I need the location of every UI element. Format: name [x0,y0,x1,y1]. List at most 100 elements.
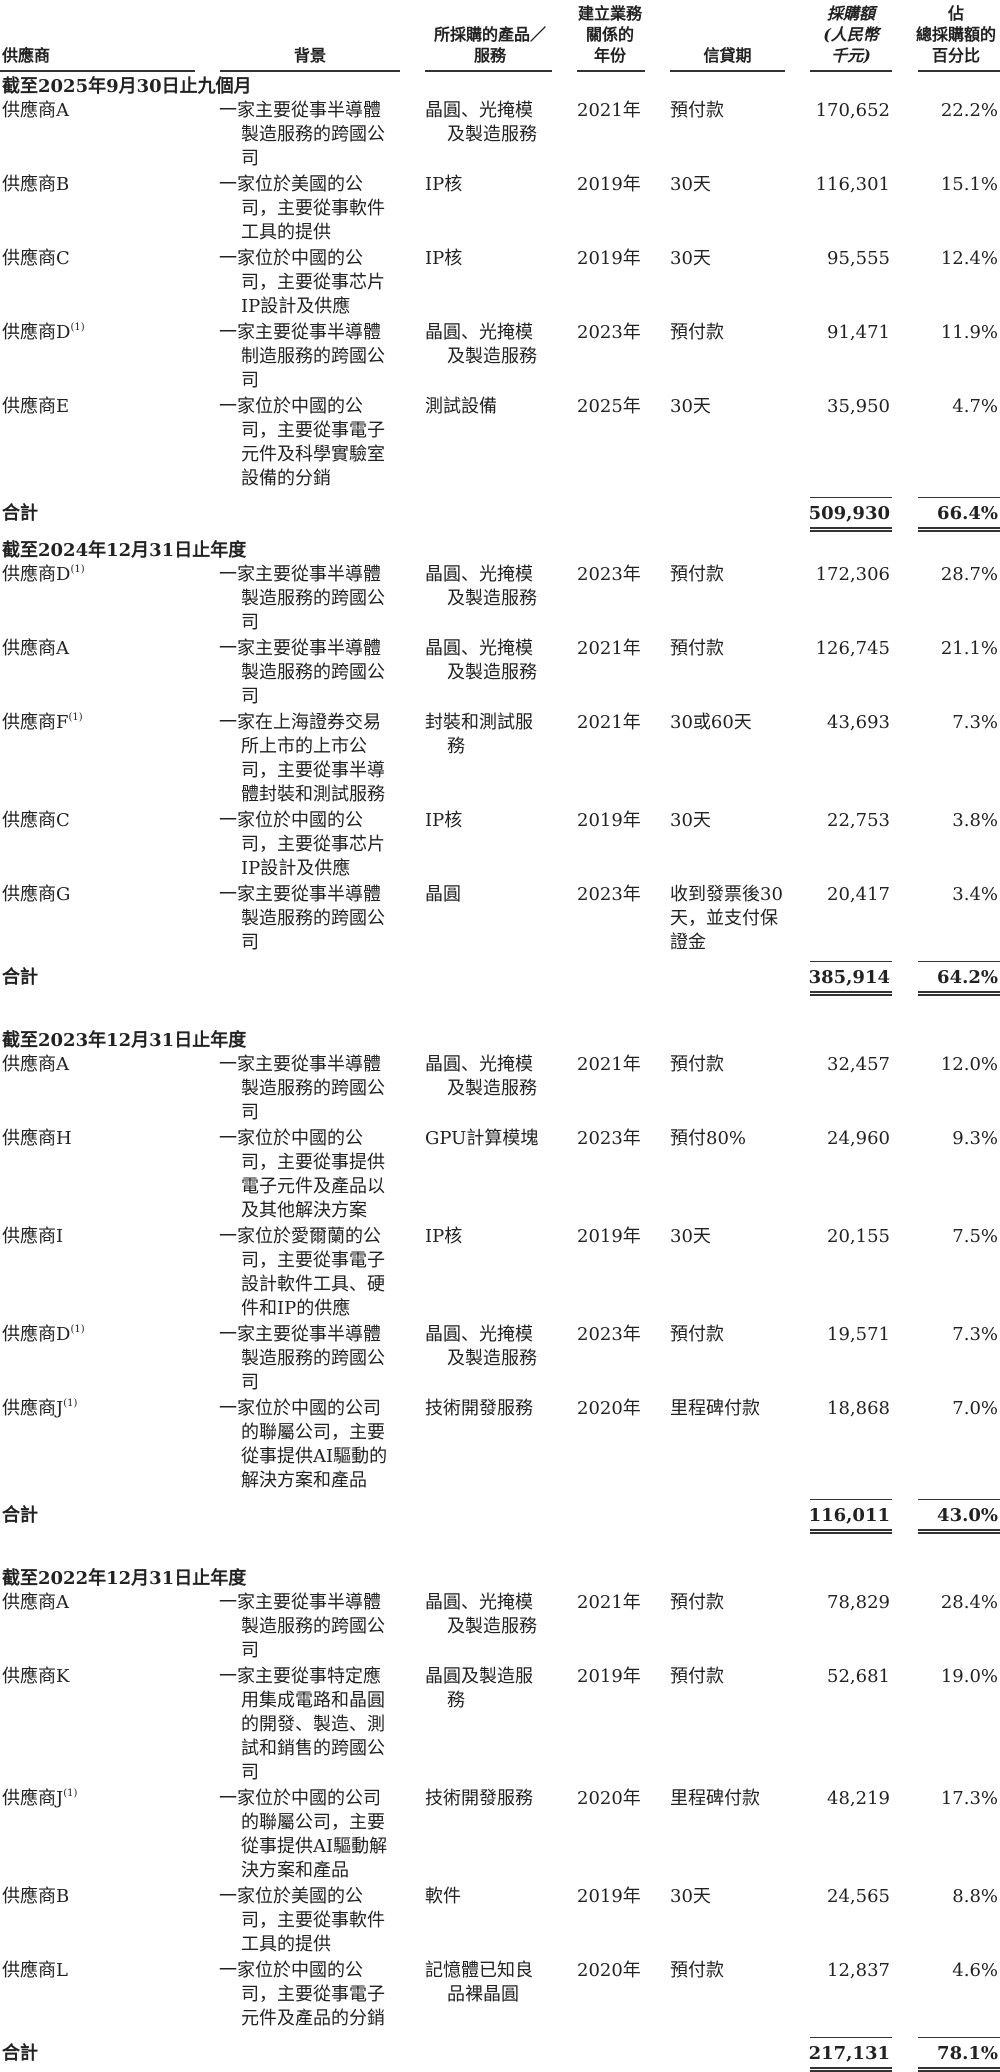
amount-cell: 24,960 [827,1128,890,1149]
background-line: 司，主要從事芯片 [241,272,385,293]
products-cell: 封裝和測試服務 [425,711,570,759]
credit-period-cell: 預付款 [670,637,800,661]
supplier-name: 供應商D(1) [2,321,85,345]
background-cell: 一家位於中國的公 司，主要從事電子 元件及產品的分銷 [219,1959,409,2031]
percentage-cell: 7.5% [952,1226,998,1247]
products-line: 技術開發服務 [425,1398,533,1419]
supplier-name: 供應商A [2,637,69,661]
header-credit: 信貸期 [670,45,785,66]
credit-line: 30天 [670,810,711,831]
amount-cell: 126,745 [815,638,890,659]
total-amount: 116,011 [808,1505,890,1526]
table-row: 供應商J(1) 一家位於中國的公司 的聯屬公司，主要 從事提供AI驅動解 決方案和產品技… [0,1787,1000,1885]
products-cell: 晶圓、光掩模 及製造服務 [425,1323,570,1371]
supplier-label: 供應商K [2,1666,70,1687]
products-cell: 晶圓、光掩模 及製造服務 [425,637,570,685]
supplier-label: 供應商J [2,1398,64,1419]
year-cell: 2021年 [577,638,641,659]
background-line: 元件及產品的分銷 [241,2008,385,2029]
products-line: 晶圓、光掩模 [425,564,533,585]
products-line: 晶圓、光掩模 [425,1324,533,1345]
header-year: 建立業務 關係的 年份 [572,3,648,66]
credit-period-cell: 預付款 [670,1665,800,1689]
supplier-name: 供應商K [2,1665,69,1689]
products-cell: IP核 [425,809,570,833]
supplier-label: 供應商A [2,1592,69,1613]
credit-period-cell: 預付款 [670,1959,800,1983]
products-line: 晶圓 [425,884,461,905]
header-line: 建立業務 [577,4,642,23]
credit-line: 預付款 [670,1324,724,1345]
total-label: 合計 [2,503,38,524]
products-line: 測試設備 [425,396,497,417]
table-row: 供應商I 一家位於愛爾蘭的公 司，主要從事電子 設計軟件工具、硬 件和IP的供應 IP核 2… [0,1225,1000,1323]
total-row: 合計 385,914 64.2% [0,961,1000,996]
supplier-name: 供應商C [2,809,70,833]
total-percentage: 64.2% [937,967,998,988]
supplier-name: 供應商C [2,247,70,271]
credit-line: 里程碑付款 [670,1788,760,1809]
amount-cell: 35,950 [827,396,890,417]
products-line: 及製造服務 [447,662,537,683]
background-line: 一家位於中國的公 [219,396,363,417]
year-cell: 2019年 [577,248,641,269]
background-line: 司 [241,686,259,707]
background-line: 一家主要從事半導體 [219,100,381,121]
header-line: 採購額 [826,4,875,23]
section-title: 截至2025年9月30日止九個月 [2,76,252,97]
header-rule [220,70,400,72]
background-line: 一家主要從事半導體 [219,884,381,905]
background-line: 一家主要從事特定應 [219,1666,381,1687]
background-line: 電子元件及產品以 [241,1176,385,1197]
credit-period-cell: 預付款 [670,1053,800,1077]
year-cell: 2020年 [577,1398,641,1419]
products-cell: 測試設備 [425,395,570,419]
background-line: 一家位於美國的公 [219,1886,363,1907]
total-percentage: 66.4% [937,503,998,524]
products-line: 技術開發服務 [425,1788,533,1809]
products-line: 晶圓及製造服 [425,1666,533,1687]
amount-cell: 43,693 [827,712,890,733]
percentage-cell: 8.8% [952,1886,998,1907]
supplier-label: 供應商D [2,1324,71,1345]
credit-line: 預付80% [670,1128,747,1149]
table-row: 供應商C 一家位於中國的公 司，主要從事芯片 IP設計及供應 IP核 2019年 30天 95… [0,247,1000,321]
products-line: 及製造服務 [447,1616,537,1637]
supplier-name: 供應商E [2,395,69,419]
background-line: 解決方案和產品 [241,1470,367,1491]
total-rule-top [810,2037,892,2038]
background-line: 司 [241,1640,259,1661]
products-cell: 晶圓 [425,883,570,907]
supplier-label: 供應商C [2,810,70,831]
supplier-name: 供應商A [2,99,69,123]
header-line: 年份 [593,46,626,65]
supplier-name: 供應商J(1) [2,1397,77,1421]
products-line: IP核 [425,174,463,195]
year-cell: 2025年 [577,396,641,417]
total-rule-top [918,1499,1000,1500]
total-double-rule [810,2067,892,2072]
header-rule [577,70,645,72]
section-title: 截至2024年12月31日止年度 [2,540,247,561]
total-rule-top [918,497,1000,498]
credit-line: 30天 [670,1226,711,1247]
background-line: 製造服務的跨國公 [241,124,385,145]
table-row: 供應商B 一家位於美國的公 司，主要從事軟件 工具的提供 軟件 2019年 30天 24,56… [0,1885,1000,1959]
products-line: 晶圓、光掩模 [425,1592,533,1613]
total-double-rule [918,2067,1000,2072]
products-line: IP核 [425,810,463,831]
supplier-table-body: 截至2025年9月30日止九個月 供應商A 一家主要從事半導體 製造服務的跨國公司晶圓… [0,75,1000,2072]
total-double-rule [810,1529,892,1534]
background-cell: 一家位於中國的公 司，主要從事電子 元件及科學實驗室 設備的分銷 [219,395,409,491]
amount-cell: 52,681 [827,1666,890,1687]
background-line: 工具的提供 [241,222,331,243]
credit-period-cell: 預付款 [670,1323,800,1347]
products-line: 品裸晶圓 [447,1984,519,2005]
credit-period-cell: 預付款 [670,321,800,345]
credit-period-cell: 預付款 [670,563,800,587]
year-cell: 2021年 [577,1592,641,1613]
supplier-name: 供應商L [2,1959,68,1983]
header-line: 百分比 [931,46,980,65]
supplier-name: 供應商B [2,173,69,197]
total-double-rule [810,991,892,996]
